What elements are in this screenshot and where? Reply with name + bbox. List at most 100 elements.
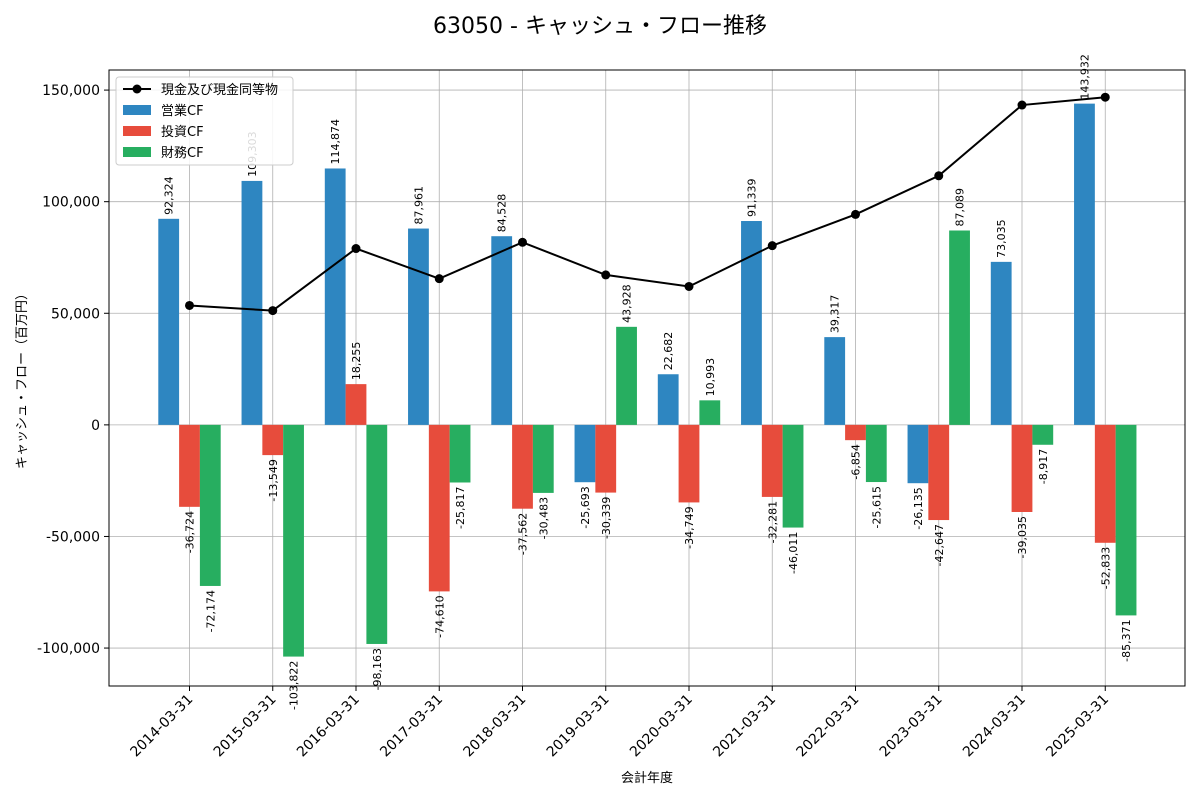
x-tick-label: 2019-03-31 <box>544 692 613 761</box>
cash-point <box>351 244 361 254</box>
bar-value-label: 18,255 <box>350 342 363 381</box>
bar-value-label: 92,324 <box>163 176 176 215</box>
bar-financing <box>366 424 388 644</box>
x-tick-label: 2015-03-31 <box>211 692 280 761</box>
bar-value-label: -98,163 <box>371 648 384 690</box>
bar-value-label: 91,339 <box>745 179 758 218</box>
bar-financing <box>283 424 304 657</box>
bar-value-label: -8,917 <box>1037 449 1050 484</box>
bar-value-label: 73,035 <box>995 219 1008 258</box>
cash-point <box>518 237 527 247</box>
x-tick-label: 2025-03-31 <box>1043 692 1112 761</box>
bar-value-label: 39,317 <box>829 295 842 334</box>
cash-point <box>434 274 444 284</box>
bar-financing <box>949 230 970 425</box>
bar-value-label: -39,035 <box>1016 516 1029 558</box>
x-tick-label: 2021-03-31 <box>710 692 779 761</box>
y-tick-label: -100,000 <box>37 641 100 657</box>
bar-value-label: -42,647 <box>933 524 946 566</box>
bar-investing <box>179 424 200 507</box>
cash-point <box>684 281 694 291</box>
y-tick-label: 0 <box>91 418 100 434</box>
bar-value-label: 143,932 <box>1078 54 1091 100</box>
bar-investing <box>262 424 284 456</box>
bar-operating <box>824 337 846 425</box>
bar-value-label: -25,693 <box>579 486 592 528</box>
bar-operating <box>990 261 1012 425</box>
bar-value-label: 10,993 <box>704 358 717 397</box>
bar-value-label: 43,928 <box>621 284 634 323</box>
legend-bar-swatch <box>123 105 151 115</box>
cash-point <box>934 171 944 181</box>
bar-investing <box>428 424 450 592</box>
bar-value-label: 84,528 <box>496 194 509 233</box>
bar-value-label: -103,822 <box>288 661 301 710</box>
bar-investing <box>1011 424 1033 512</box>
bar-operating <box>324 168 346 425</box>
bar-investing <box>678 424 700 503</box>
bar-operating <box>741 221 762 425</box>
x-tick-label: 2018-03-31 <box>460 692 529 761</box>
x-axis-label: 会計年度 <box>621 770 673 786</box>
bar-investing <box>595 424 617 493</box>
cash-point <box>767 241 777 251</box>
x-tick-label: 2016-03-31 <box>294 692 363 761</box>
legend-entry-label: 営業CF <box>161 103 204 119</box>
bar-investing <box>512 424 533 509</box>
bar-investing <box>928 424 950 521</box>
cash-point <box>268 306 278 316</box>
cash-line <box>189 96 1106 312</box>
x-tick-label: 2014-03-31 <box>127 692 196 761</box>
legend-entry-label: 財務CF <box>161 146 204 161</box>
bar-financing <box>782 424 804 528</box>
bar-value-label: -72,174 <box>204 590 217 632</box>
bars-layer <box>158 103 1137 657</box>
bar-operating <box>491 236 513 425</box>
bar-operating <box>408 228 429 425</box>
bar-value-label: -52,833 <box>1099 547 1112 589</box>
y-tick-label: 100,000 <box>42 195 100 211</box>
x-tick-label: 2023-03-31 <box>877 692 946 761</box>
cash-point <box>1017 100 1027 110</box>
x-tick-label: 2024-03-31 <box>960 692 1029 761</box>
bar-value-label: -6,854 <box>850 444 863 479</box>
bar-value-label: -30,339 <box>600 497 613 539</box>
bar-operating <box>657 374 679 425</box>
y-axis-label: キャッシュ・フロー（百万円） <box>15 287 30 469</box>
cash-point <box>601 270 611 280</box>
bar-value-label: -46,011 <box>787 532 800 574</box>
legend-box <box>115 76 294 166</box>
bar-value-label: -74,610 <box>433 595 446 637</box>
bar-value-label: -25,615 <box>870 486 883 528</box>
bar-financing <box>699 400 721 425</box>
bar-value-label: -37,562 <box>517 513 530 555</box>
legend-bar-swatch <box>123 126 151 136</box>
bar-value-label: -85,371 <box>1120 619 1133 661</box>
cash-point <box>851 209 860 219</box>
x-tick-label: 2020-03-31 <box>627 692 696 761</box>
bar-operating <box>1074 103 1095 425</box>
bar-financing <box>616 326 637 425</box>
bar-value-label: 22,682 <box>662 332 675 371</box>
bar-investing <box>761 424 783 497</box>
legend-entry-label: 現金及び現金同等物 <box>161 82 278 98</box>
bar-labels-layer: 92,324109,303114,87487,96184,528-25,6932… <box>163 54 1133 710</box>
bar-financing <box>1032 424 1054 445</box>
bar-value-label: -13,549 <box>267 459 280 501</box>
bar-operating <box>907 424 929 484</box>
y-tick-label: -50,000 <box>46 529 100 545</box>
bar-value-label: 87,089 <box>954 188 967 227</box>
cash-line-layer <box>185 92 1110 316</box>
chart-title: 63050 - キャッシュ・フロー推移 <box>433 14 767 39</box>
legend-bar-swatch <box>123 147 151 157</box>
bar-value-label: 87,961 <box>412 186 425 225</box>
bar-operating <box>574 424 596 483</box>
bar-financing <box>865 424 887 483</box>
bar-operating <box>158 218 180 425</box>
bar-value-label: -26,135 <box>912 487 925 529</box>
bar-financing <box>449 424 471 483</box>
bar-investing <box>1094 424 1116 543</box>
legend-entry-label: 投資CF <box>161 124 204 140</box>
